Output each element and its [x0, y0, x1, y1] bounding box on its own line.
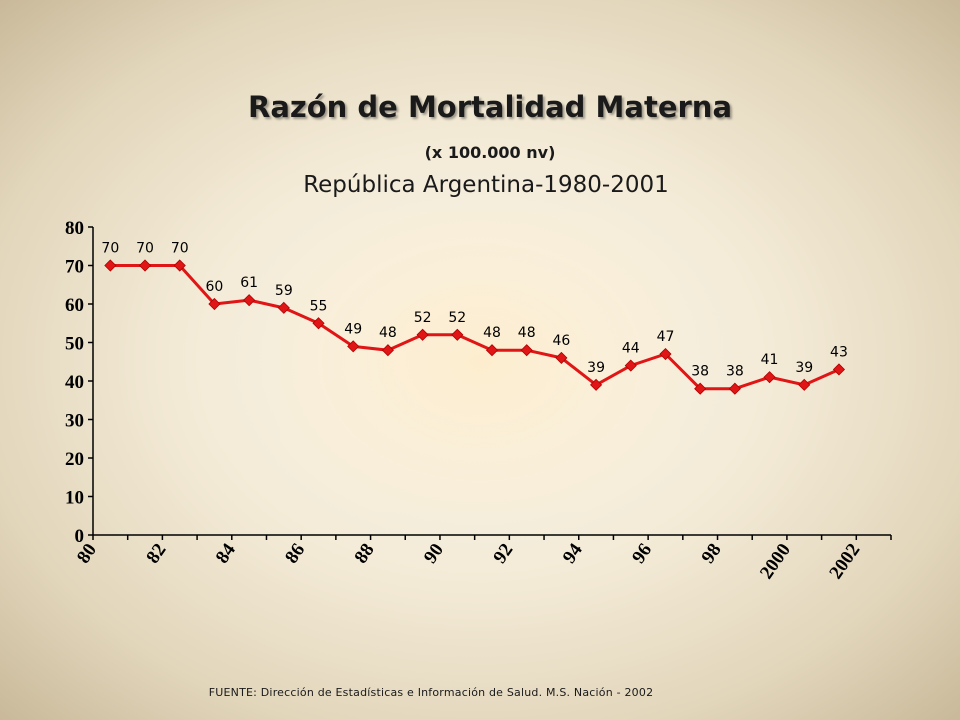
data-point [624, 359, 637, 372]
data-point [243, 294, 256, 307]
data-point [832, 363, 846, 376]
series-line [110, 264, 840, 391]
data-label: 59 [275, 283, 293, 299]
data-label: 70 [171, 241, 189, 257]
x-tick-label: 96 [628, 540, 656, 568]
data-point [555, 351, 568, 364]
data-label: 48 [483, 325, 501, 341]
data-label: 52 [414, 310, 432, 326]
y-tick-label: 0 [75, 526, 85, 547]
y-tick-label: 20 [65, 449, 84, 470]
x-tick-label: 88 [351, 540, 379, 568]
data-label: 41 [761, 352, 779, 368]
data-label: 61 [240, 275, 258, 291]
x-tick-label: 84 [212, 539, 240, 567]
data-label: 38 [726, 364, 744, 380]
data-point [694, 382, 707, 395]
data-point [381, 344, 394, 357]
data-point [104, 259, 117, 272]
data-point [485, 344, 499, 357]
data-point [590, 378, 603, 391]
data-point [347, 340, 360, 353]
data-label: 38 [691, 364, 709, 380]
x-tick-label: 2000 [756, 540, 795, 583]
data-label: 43 [830, 344, 848, 360]
data-label: 39 [587, 360, 605, 376]
data-point [312, 317, 325, 330]
data-label: 44 [622, 341, 640, 357]
data-point [520, 344, 533, 357]
data-label: 48 [518, 325, 536, 341]
y-tick-label: 40 [65, 372, 84, 393]
data-label: 70 [101, 241, 119, 257]
data-label: 39 [795, 360, 813, 376]
x-tick-label: 92 [489, 540, 517, 568]
data-point [138, 259, 152, 272]
plot-glow [280, 212, 680, 512]
y-tick-label: 60 [65, 295, 84, 316]
x-tick-label: 90 [420, 540, 448, 568]
data-point [208, 297, 221, 311]
x-tick-label: 94 [559, 539, 587, 567]
data-point [659, 347, 672, 361]
data-label: 47 [657, 329, 675, 345]
data-label: 52 [448, 310, 466, 326]
y-tick-label: 70 [65, 257, 84, 278]
x-tick-label: 2002 [825, 540, 864, 583]
chart-unit-note: (x 100.000 nv) [424, 143, 556, 162]
data-label: 70 [136, 241, 154, 257]
chart-subtitle: República Argentina-1980-2001 [303, 172, 669, 198]
x-tick-label: 86 [281, 540, 309, 568]
data-point [416, 328, 429, 341]
y-tick-label: 30 [65, 411, 84, 432]
chart-title: Razón de Mortalidad Materna [247, 90, 733, 124]
data-label: 55 [310, 298, 328, 314]
y-tick-label: 50 [65, 334, 84, 355]
x-tick-label: 98 [698, 540, 726, 568]
data-label: 49 [344, 321, 362, 337]
data-point [763, 371, 776, 384]
x-tick-label: 82 [142, 540, 170, 568]
y-tick-label: 80 [65, 218, 84, 239]
source-footer: FUENTE: Dirección de Estadísticas e Info… [208, 686, 654, 699]
data-label: 48 [379, 325, 397, 341]
data-label: 46 [552, 333, 570, 349]
data-point [173, 259, 186, 272]
data-point [451, 328, 464, 341]
data-point [277, 301, 290, 314]
y-tick-label: 10 [65, 488, 84, 509]
data-point [798, 378, 811, 391]
data-label: 60 [206, 279, 224, 295]
data-point [728, 382, 741, 395]
